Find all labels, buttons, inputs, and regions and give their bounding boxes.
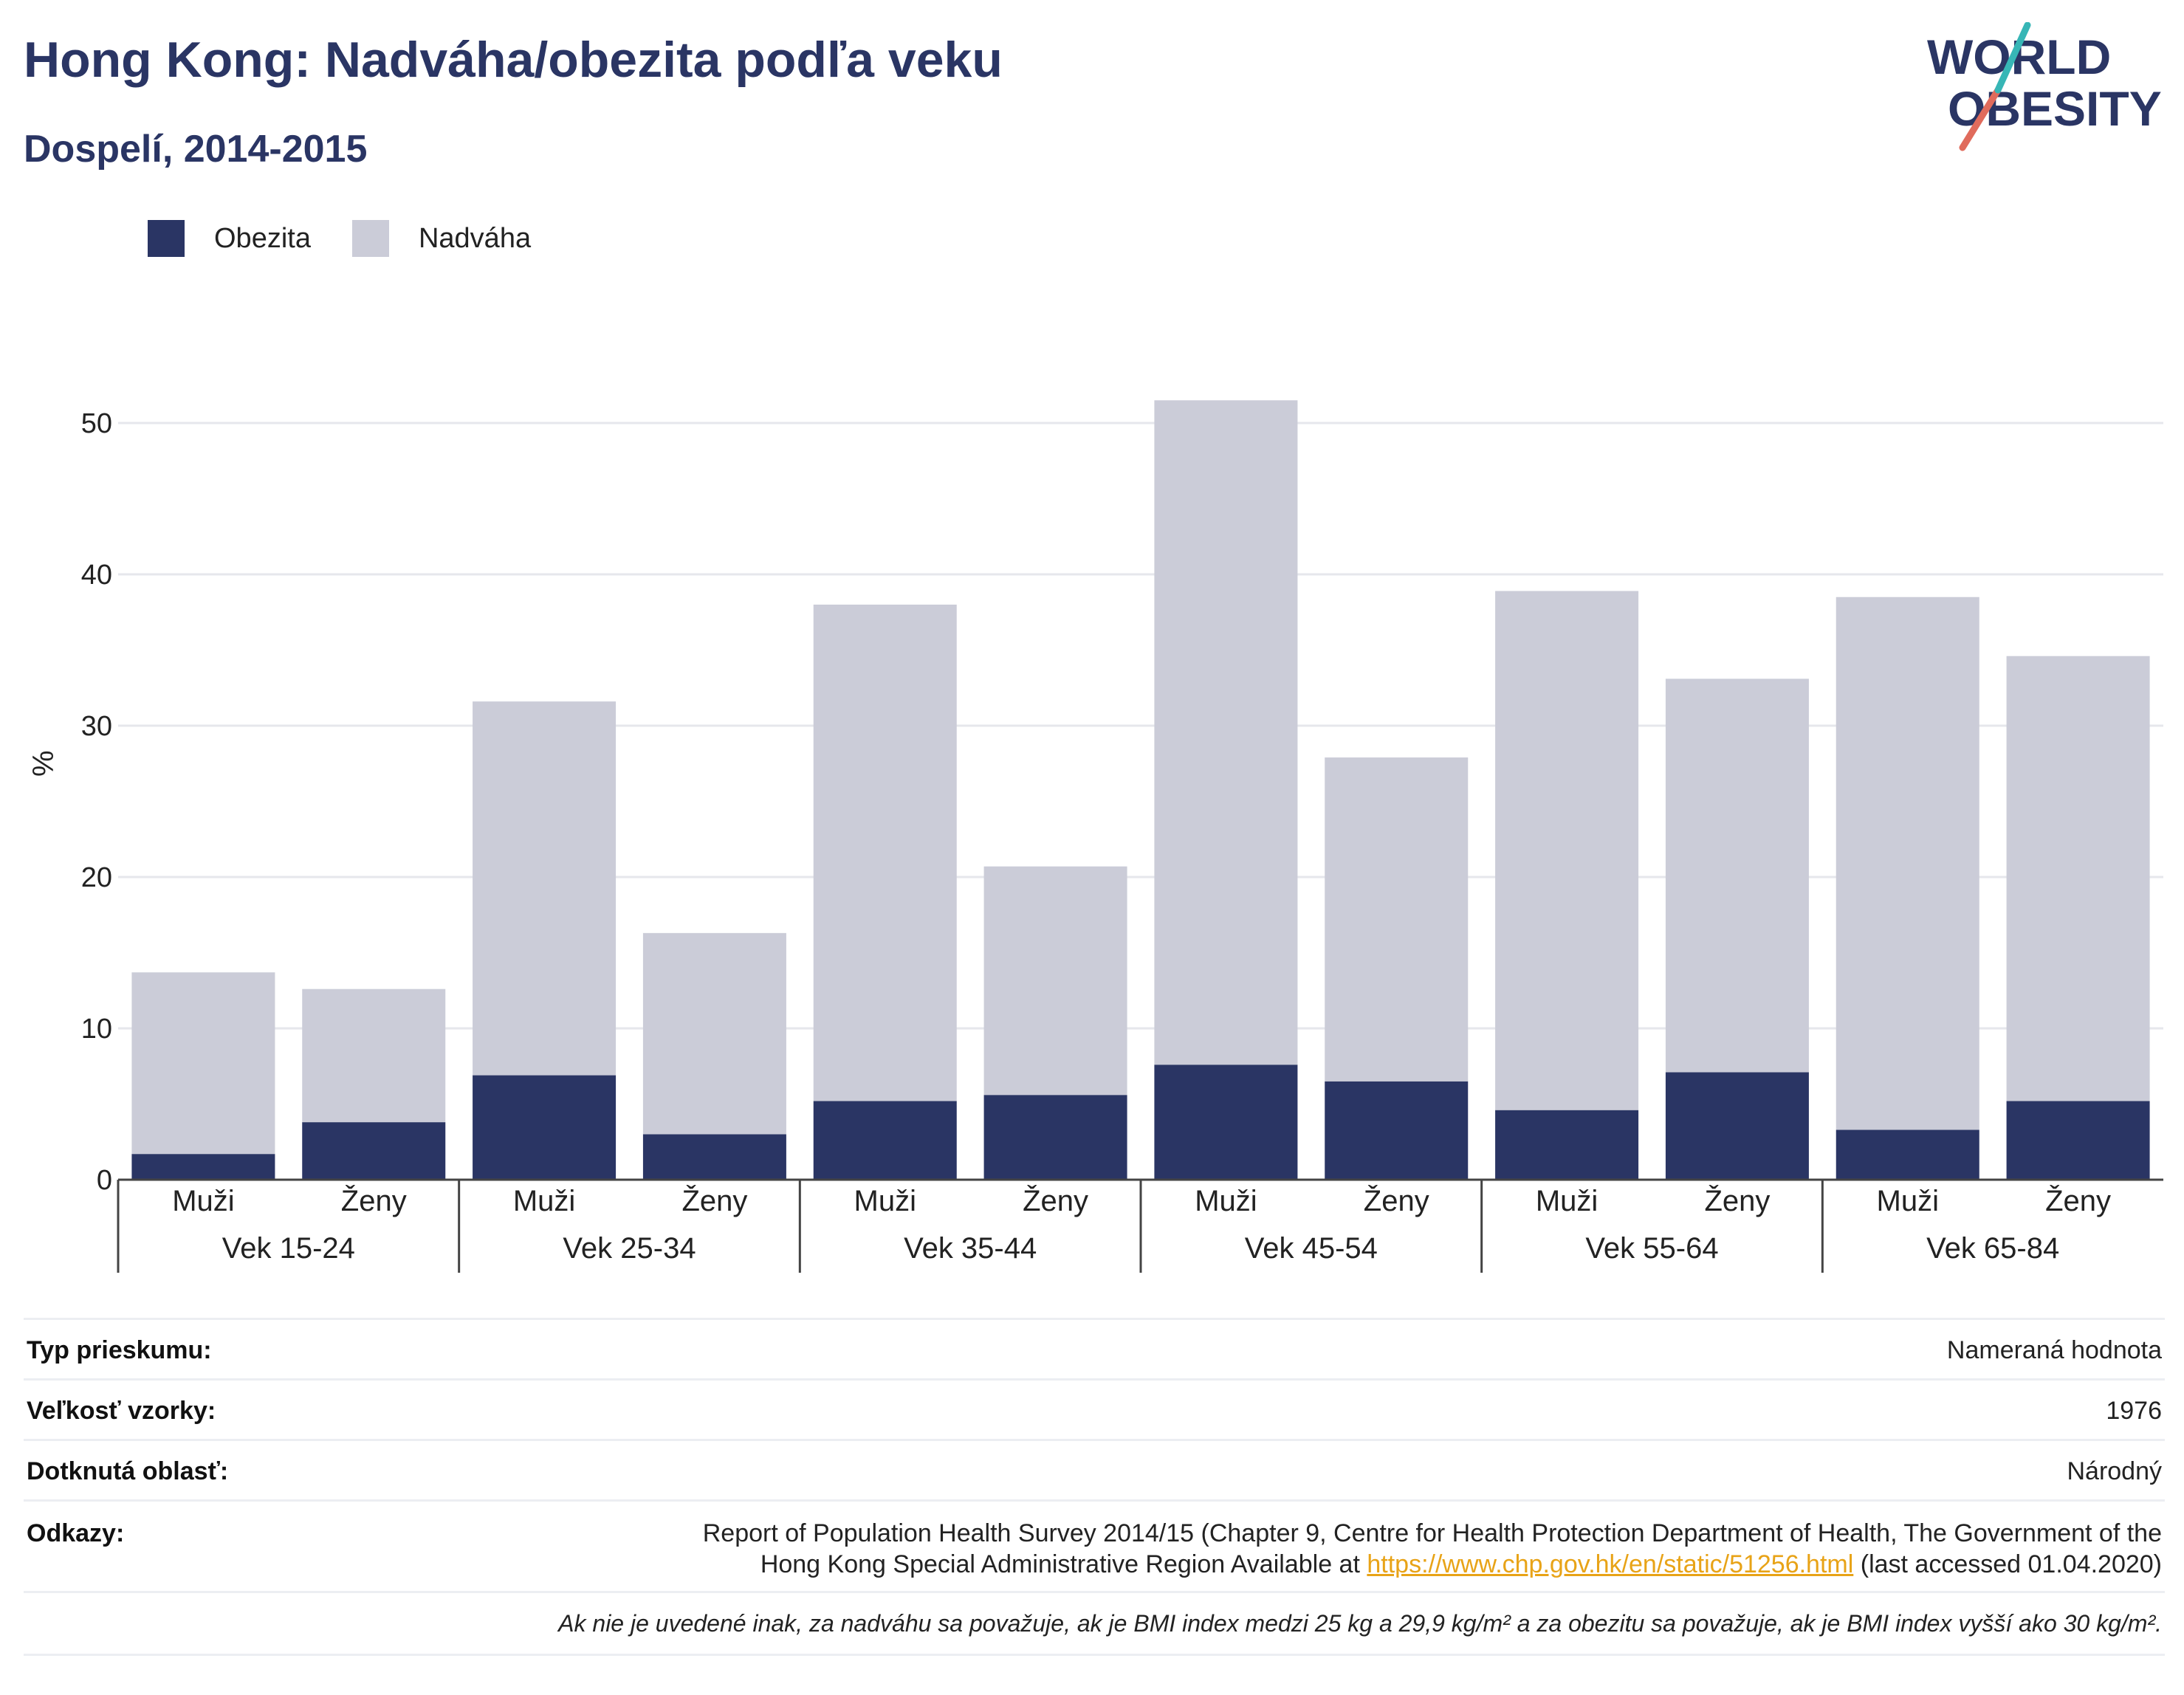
- x-group-label: Vek 65-84: [1926, 1232, 2059, 1265]
- y-axis-label: %: [27, 750, 60, 777]
- sample-size-value: 1976: [2106, 1397, 2162, 1425]
- bar-obezita: [813, 1101, 957, 1180]
- bar-obezita: [1325, 1081, 1469, 1180]
- x-tick-label: Muži: [1195, 1185, 1257, 1217]
- bar-nadvaha: [983, 866, 1127, 1096]
- references-line2-post: (last accessed 01.04.2020): [1853, 1550, 2162, 1578]
- stacked-bar-chart: 0 10 20 30 40 50% Muži Ženy Vek 15-24 Muži Ženy Vek…: [27, 400, 2163, 1273]
- x-group-label: Vek 35-44: [904, 1232, 1037, 1265]
- info-row-references: Odkazy: Report of Population Health Surv…: [24, 1499, 2165, 1591]
- chart-title: Hong Kong: Nadváha/obezita podľa veku: [24, 32, 1003, 88]
- x-tick-label: Ženy: [1704, 1184, 1770, 1217]
- chart-subtitle: Dospelí, 2014-2015: [24, 128, 368, 171]
- x-group-label: Vek 55-64: [1585, 1232, 1718, 1265]
- references-value: Report of Population Health Survey 2014/…: [703, 1518, 2162, 1591]
- survey-type-value: Nameraná hodnota: [1946, 1336, 2162, 1364]
- x-group-label: Vek 15-24: [222, 1232, 355, 1265]
- bar-obezita: [983, 1095, 1127, 1180]
- x-tick-label: Muži: [854, 1185, 916, 1217]
- bar-obezita: [1665, 1072, 1809, 1180]
- bar-obezita: [131, 1154, 275, 1180]
- y-tick-label: 50: [81, 408, 112, 439]
- bar-obezita: [473, 1075, 617, 1180]
- x-tick-label: Ženy: [1023, 1184, 1088, 1217]
- x-tick-label: Muži: [513, 1185, 575, 1217]
- legend-label-obezita: Obezita: [214, 222, 311, 254]
- survey-info-table: Typ prieskumu: Nameraná hodnota Veľkosť …: [24, 1318, 2165, 1656]
- bar-nadvaha: [642, 932, 786, 1135]
- chart-legend: Obezita Nadváha: [148, 220, 572, 257]
- legend-swatch-nadvaha: [351, 220, 389, 257]
- survey-type-label: Typ prieskumu:: [27, 1336, 212, 1364]
- bar-nadvaha: [473, 701, 617, 1076]
- bar-obezita: [2006, 1101, 2150, 1180]
- references-line2-pre: Hong Kong Special Administrative Region …: [760, 1550, 1367, 1578]
- bar-nadvaha: [813, 605, 957, 1101]
- bar-obezita: [642, 1134, 786, 1180]
- bar-nadvaha: [1154, 400, 1298, 1065]
- info-row-sample-size: Veľkosť vzorky: 1976: [24, 1378, 2165, 1439]
- references-link[interactable]: https://www.chp.gov.hk/en/static/51256.h…: [1367, 1550, 1854, 1578]
- world-obesity-logo: WORLD OBESITY: [1927, 22, 2162, 151]
- x-tick-label: Ženy: [681, 1184, 747, 1217]
- x-tick-label: Muži: [172, 1185, 234, 1217]
- legend-label-nadvaha: Nadváha: [418, 222, 532, 254]
- sample-size-label: Veľkosť vzorky:: [27, 1397, 216, 1425]
- bar-nadvaha: [1665, 678, 1809, 1073]
- legend-item-obezita: Obezita: [148, 220, 311, 257]
- references-label: Odkazy:: [27, 1519, 125, 1547]
- bar-nadvaha: [2006, 656, 2150, 1101]
- x-tick-label: Muži: [1877, 1185, 1939, 1217]
- y-tick-label: 40: [81, 560, 112, 591]
- x-tick-label: Ženy: [2045, 1184, 2111, 1217]
- bar-nadvaha: [1495, 591, 1639, 1110]
- bar-nadvaha: [1325, 757, 1469, 1082]
- legend-swatch-obezita: [148, 220, 185, 257]
- bmi-definition-note: Ak nie je uvedené inak, za nadváhu sa po…: [24, 1591, 2165, 1656]
- bar-nadvaha: [131, 972, 275, 1155]
- x-tick-label: Muži: [1536, 1185, 1598, 1217]
- area-label: Dotknutá oblasť:: [27, 1457, 229, 1485]
- info-row-survey-type: Typ prieskumu: Nameraná hodnota: [24, 1318, 2165, 1378]
- y-tick-label: 10: [81, 1014, 112, 1045]
- logo-line2: OBESITY: [1948, 81, 2162, 136]
- bar-obezita: [1495, 1110, 1639, 1180]
- bar-obezita: [1154, 1065, 1298, 1180]
- info-row-area: Dotknutá oblasť: Národný: [24, 1439, 2165, 1499]
- bar-obezita: [1836, 1130, 1979, 1180]
- references-line1: Report of Population Health Survey 2014/…: [702, 1519, 2162, 1547]
- bar-nadvaha: [1836, 596, 1979, 1130]
- bar-obezita: [302, 1122, 446, 1180]
- area-value: Národný: [2067, 1457, 2162, 1485]
- x-group-label: Vek 25-34: [563, 1232, 696, 1265]
- x-tick-label: Ženy: [1364, 1184, 1429, 1217]
- y-tick-label: 30: [81, 711, 112, 742]
- x-tick-label: Ženy: [341, 1184, 407, 1217]
- legend-item-nadvaha: Nadváha: [351, 220, 532, 257]
- x-group-label: Vek 45-54: [1245, 1232, 1378, 1265]
- bar-nadvaha: [302, 989, 446, 1123]
- y-tick-label: 0: [97, 1165, 112, 1196]
- y-tick-label: 20: [81, 862, 112, 893]
